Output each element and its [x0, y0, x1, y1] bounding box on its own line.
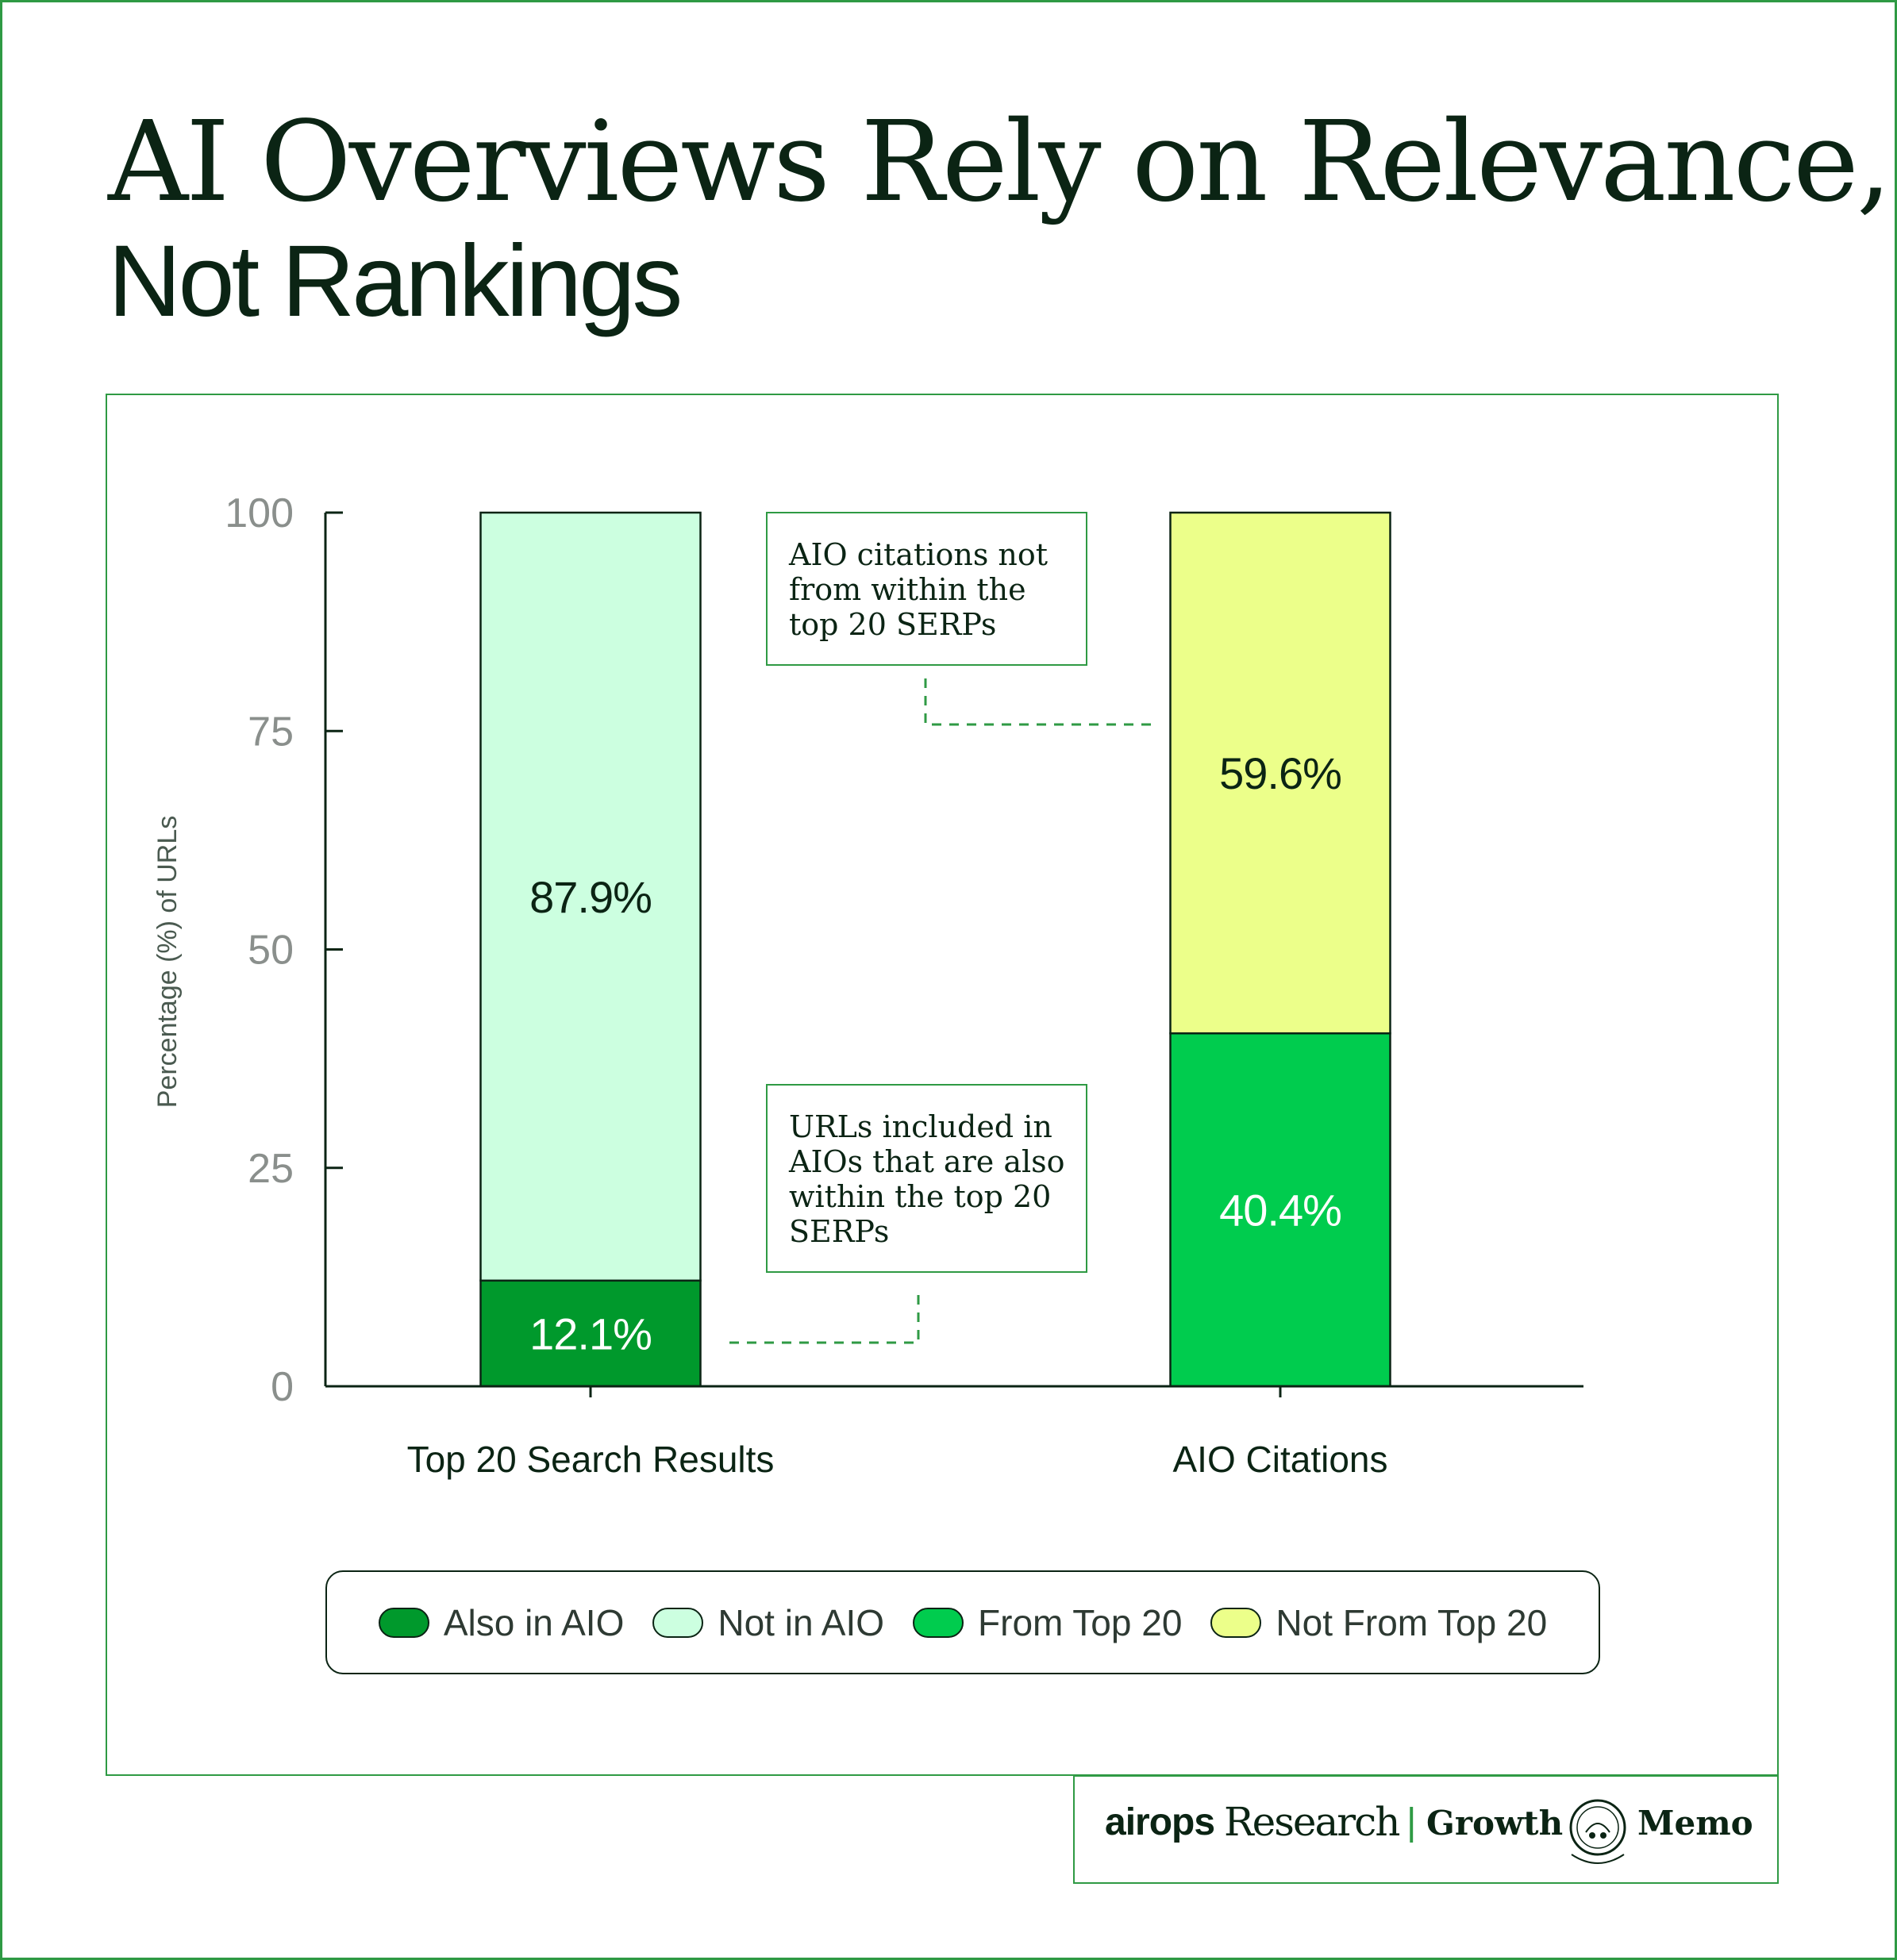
legend-item-from-top-20: From Top 20: [913, 1601, 1182, 1644]
page-title-line-1: AI Overviews Rely on Relevance,: [108, 98, 1891, 227]
annotation-text: AIOs that are also: [788, 1144, 1065, 1179]
annotation-box: [766, 512, 1087, 666]
memo-label: Memo: [1637, 1804, 1753, 1843]
legend-label: Also in AIO: [443, 1601, 625, 1643]
footer-branding: airops Research | Growth Memo: [1073, 1775, 1779, 1884]
data-label: 12.1%: [529, 1309, 652, 1359]
legend-label: From Top 20: [978, 1601, 1183, 1643]
airops-logo-text: airops: [1105, 1801, 1215, 1843]
legend-swatch-also-in-aio: [378, 1607, 429, 1638]
growth-label: Growth: [1426, 1804, 1564, 1843]
legend: Also in AIO Not in AIO From Top 20 Not F…: [325, 1570, 1600, 1674]
y-axis-title: Percentage (%) of URLs: [152, 816, 183, 1109]
annotation-text: AIO citations not: [788, 537, 1048, 572]
annotation-text: URLs included in: [789, 1109, 1052, 1144]
x-category-label: AIO Citations: [1173, 1439, 1388, 1480]
legend-item-not-from-top-20: Not From Top 20: [1210, 1601, 1547, 1644]
x-category-label: Top 20 Search Results: [407, 1439, 775, 1480]
y-tick-label: 50: [248, 928, 294, 974]
y-tick-label: 75: [248, 709, 294, 755]
annotation-text: SERPs: [789, 1214, 889, 1249]
bar-also-in-aio: [479, 1279, 702, 1388]
annotation-box: [766, 1084, 1087, 1273]
legend-label: Not in AIO: [718, 1601, 885, 1643]
data-label: 40.4%: [1219, 1186, 1341, 1236]
connector-line-top: [924, 678, 1152, 726]
annotation-text: within the top 20: [789, 1179, 1051, 1214]
legend-swatch-not-in-aio: [652, 1607, 704, 1638]
research-label: Research: [1224, 1799, 1400, 1845]
legend-item-also-in-aio: Also in AIO: [378, 1601, 625, 1644]
legend-label: Not From Top 20: [1276, 1601, 1548, 1643]
connector-line-bottom: [725, 1295, 920, 1344]
y-tick-label: 0: [271, 1364, 294, 1410]
y-tick-label: 100: [225, 490, 294, 536]
data-label: 87.9%: [529, 872, 652, 922]
footer-separator: |: [1406, 1801, 1417, 1843]
growth-memo-badge-icon: [1569, 1799, 1626, 1864]
legend-swatch-from-top-20: [913, 1607, 964, 1638]
data-label: 59.6%: [1219, 748, 1341, 798]
legend-item-not-in-aio: Not in AIO: [652, 1601, 884, 1644]
bar-not-from-top-20: [1169, 511, 1391, 1035]
legend-swatch-not-from-top-20: [1210, 1607, 1262, 1638]
annotation-text: top 20 SERPs: [789, 607, 996, 642]
y-tick-label: 25: [248, 1146, 294, 1192]
page-title-line-2: Not Rankings: [108, 225, 683, 338]
bar-not-in-aio: [479, 511, 702, 1282]
annotation-text: from within the: [789, 572, 1026, 607]
